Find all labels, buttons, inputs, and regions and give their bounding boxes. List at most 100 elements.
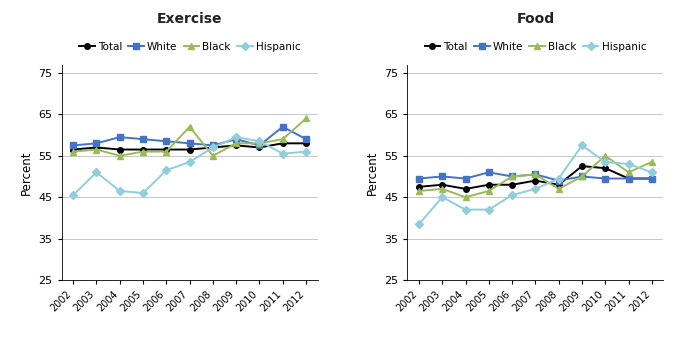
Hispanic — [232, 135, 240, 139]
Line: White: White — [70, 124, 309, 148]
Hispanic — [508, 193, 516, 197]
Hispanic — [462, 208, 470, 212]
Black — [415, 189, 423, 193]
Hispanic — [302, 149, 310, 154]
White — [508, 174, 516, 179]
White — [185, 141, 194, 145]
Black — [162, 149, 170, 154]
Hispanic — [185, 160, 194, 164]
Black — [508, 174, 516, 179]
White — [648, 176, 656, 181]
Hispanic — [278, 151, 287, 156]
Hispanic — [415, 222, 423, 226]
Total — [69, 148, 77, 152]
Line: Hispanic: Hispanic — [416, 143, 655, 227]
Line: Black: Black — [416, 153, 655, 200]
Hispanic — [255, 139, 263, 143]
Black — [209, 154, 217, 158]
Total — [624, 176, 633, 181]
White — [255, 143, 263, 148]
White — [278, 125, 287, 129]
White — [415, 176, 423, 181]
Hispanic — [648, 170, 656, 174]
White — [462, 176, 470, 181]
Hispanic — [116, 189, 124, 193]
Total — [485, 183, 493, 187]
Black — [531, 172, 540, 177]
White — [69, 143, 77, 148]
Black — [278, 137, 287, 141]
Total — [555, 183, 563, 187]
Black — [116, 154, 124, 158]
Hispanic — [601, 160, 609, 164]
Total — [162, 148, 170, 152]
Total — [278, 141, 287, 145]
Total — [209, 145, 217, 150]
White — [555, 178, 563, 183]
Hispanic — [438, 195, 447, 199]
Black — [601, 154, 609, 158]
Line: Black: Black — [70, 116, 309, 159]
White — [485, 170, 493, 174]
Black — [462, 195, 470, 199]
Black — [302, 116, 310, 121]
Total — [531, 178, 540, 183]
Legend: Total, White, Black, Hispanic: Total, White, Black, Hispanic — [79, 42, 300, 52]
Hispanic — [162, 168, 170, 172]
Total — [648, 176, 656, 181]
Black — [624, 170, 633, 174]
Hispanic — [531, 187, 540, 191]
Total — [438, 183, 447, 187]
Total — [185, 148, 194, 152]
Black — [185, 125, 194, 129]
Title: Food: Food — [516, 12, 555, 26]
Black — [648, 160, 656, 164]
White — [578, 174, 586, 179]
Legend: Total, White, Black, Hispanic: Total, White, Black, Hispanic — [425, 42, 646, 52]
Total — [601, 166, 609, 170]
Total — [116, 148, 124, 152]
Hispanic — [485, 208, 493, 212]
Line: White: White — [416, 169, 655, 183]
Hispanic — [92, 170, 101, 174]
Black — [438, 187, 447, 191]
Hispanic — [209, 145, 217, 150]
Black — [485, 189, 493, 193]
White — [438, 174, 447, 179]
Black — [139, 149, 147, 154]
Hispanic — [555, 176, 563, 181]
Y-axis label: Percent: Percent — [366, 150, 379, 195]
Total — [92, 145, 101, 150]
Line: Total: Total — [416, 163, 655, 192]
White — [162, 139, 170, 143]
Total — [255, 145, 263, 150]
White — [92, 141, 101, 145]
White — [624, 176, 633, 181]
Total — [462, 187, 470, 191]
Y-axis label: Percent: Percent — [20, 150, 33, 195]
Hispanic — [578, 143, 586, 148]
Total — [139, 148, 147, 152]
Black — [555, 187, 563, 191]
White — [302, 137, 310, 141]
Black — [69, 149, 77, 154]
Hispanic — [139, 191, 147, 195]
Black — [578, 174, 586, 179]
Total — [578, 164, 586, 168]
Hispanic — [624, 162, 633, 166]
White — [116, 135, 124, 139]
Total — [302, 141, 310, 145]
White — [232, 137, 240, 141]
Total — [508, 183, 516, 187]
Total — [415, 185, 423, 189]
Black — [92, 148, 101, 152]
Black — [255, 141, 263, 145]
White — [531, 172, 540, 177]
Title: Exercise: Exercise — [157, 12, 222, 26]
Line: Total: Total — [70, 140, 309, 152]
White — [209, 143, 217, 148]
White — [139, 137, 147, 141]
White — [601, 176, 609, 181]
Total — [232, 143, 240, 148]
Line: Hispanic: Hispanic — [70, 134, 309, 198]
